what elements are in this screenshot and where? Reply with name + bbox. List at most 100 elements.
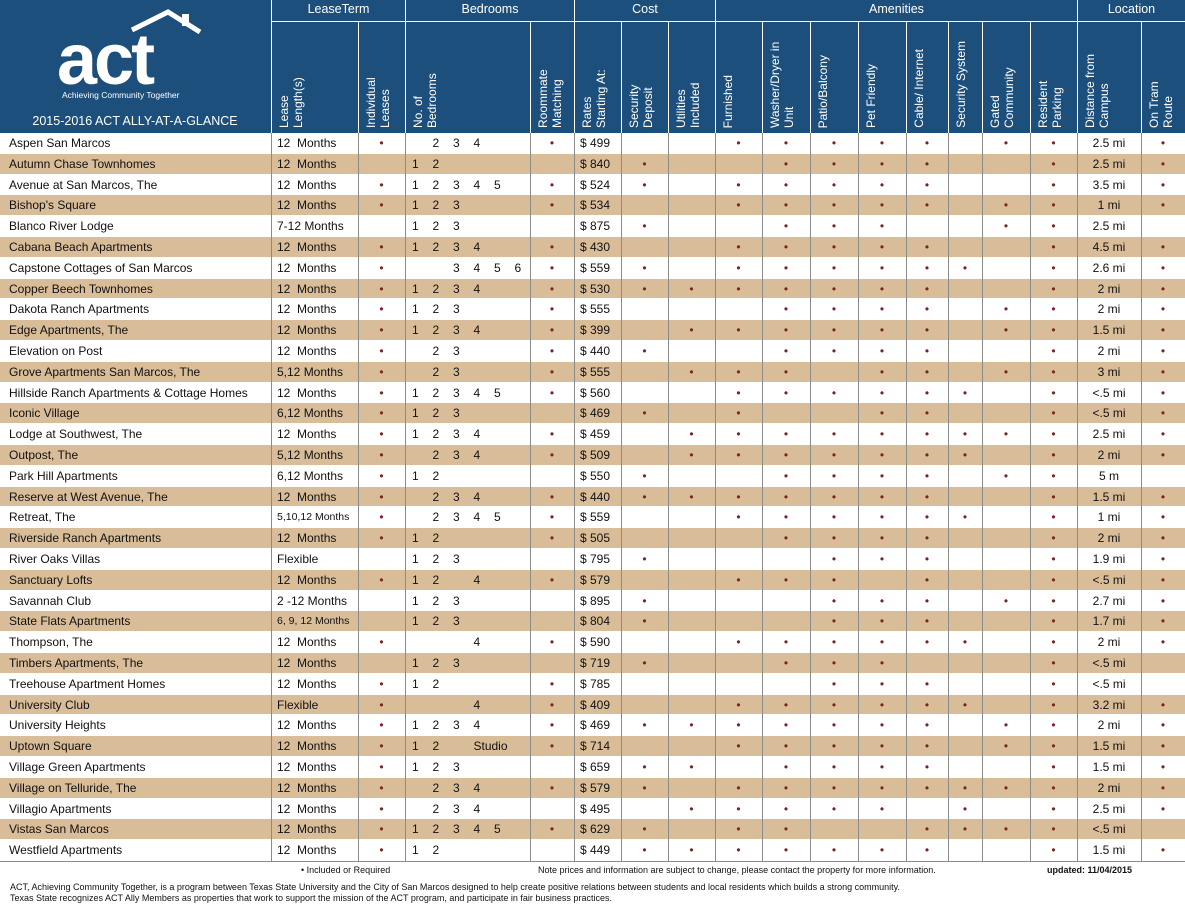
included-dot: • [831,572,837,587]
lease-length: 6,12 Months [277,406,344,421]
column-header: Pet Friendly [858,22,906,133]
column-divider [668,133,669,861]
included-dot: • [379,260,384,275]
included-dot: • [736,510,741,525]
rate: $ 495 [580,801,611,816]
included-dot: • [379,572,384,587]
lease-length: 6,12 Months [277,468,344,483]
rate: $ 560 [580,385,611,400]
property-name: Reserve at West Avenue, The [9,489,168,504]
property-name: Dakota Ranch Apartments [9,302,150,317]
included-dot: • [879,614,885,629]
column-divider [530,133,531,861]
bedroom-count: 2 [432,468,440,483]
lease-length: 12 Months [277,344,337,358]
included-dot: • [379,635,384,650]
bedroom-count: 4 [473,281,481,296]
column-header: Distance from Campus [1077,22,1141,133]
column-divider [621,133,622,861]
included-dot: • [736,822,741,837]
property-name: Avenue at San Marcos, The [9,177,158,192]
included-dot: • [1051,801,1056,816]
column-header-text: Cable/ Internet [912,49,926,128]
column-header: Patio/Balcony [810,22,858,133]
included-dot: • [736,198,741,213]
bedroom-count: 4 [473,136,481,150]
bedroom-count: 4 [473,260,481,275]
included-dot: • [689,364,694,379]
included-dot: • [831,676,837,691]
included-dot: • [783,344,789,358]
included-dot: • [962,635,968,650]
included-dot: • [1051,448,1056,462]
included-dot: • [1160,302,1166,317]
bedroom-count: 4 [473,240,481,254]
bedroom-count: 4 [473,572,481,587]
included-dot: • [1160,406,1166,421]
included-dot: • [831,489,837,504]
included-dot: • [1051,718,1056,733]
included-dot: • [924,240,930,254]
included-dot: • [1160,572,1166,587]
included-dot: • [1160,718,1166,733]
distance: 2 mi [1097,635,1121,650]
included-dot: • [783,364,789,379]
included-dot: • [783,427,789,442]
included-dot: • [1160,385,1166,400]
included-dot: • [549,572,555,587]
bedroom-count: 4 [473,427,481,442]
bedroom-count: 3 [453,406,460,421]
included-dot: • [379,697,384,712]
included-dot: • [879,136,885,150]
property-name: Autumn Chase Townhomes [9,156,156,171]
about-text: ACT, Achieving Community Together, is a … [10,882,900,892]
included-dot: • [1160,552,1166,566]
included-dot: • [1051,489,1056,504]
included-dot: • [1051,510,1056,525]
rate: $ 555 [580,302,611,317]
rate: $ 579 [580,572,611,587]
included-dot: • [879,156,885,171]
included-dot: • [1160,635,1166,650]
distance: 1.9 mi [1092,552,1126,566]
row-band [0,445,1185,466]
rate: $ 409 [580,697,611,712]
lease-length: 12 Months [277,739,337,754]
included-dot: • [689,801,694,816]
included-dot: • [379,302,384,317]
logo-roof [130,9,202,35]
lease-length: 12 Months [277,656,337,670]
included-dot: • [1051,593,1056,608]
bedroom-count: 3 [453,489,460,504]
row-band [0,237,1185,258]
included-dot: • [379,822,384,837]
lease-length: 12 Months [277,635,337,650]
included-dot: • [1051,468,1056,483]
distance: 4.5 mi [1092,240,1126,254]
included-dot: • [924,448,930,462]
included-dot: • [962,427,968,442]
included-dot: • [831,385,837,400]
lease-length: 6, 9, 12 Months [277,615,350,628]
rate: $ 469 [580,406,611,421]
included-dot: • [1051,198,1056,213]
included-dot: • [549,510,555,525]
included-dot: • [736,448,741,462]
column-header-text: Lease Length(s) [277,77,305,128]
lease-length: 12 Months [277,385,337,400]
included-dot: • [549,635,555,650]
row-band [0,341,1185,362]
bedroom-count: 2 [432,198,440,213]
property-name: Timbers Apartments, The [9,656,144,670]
included-dot: • [1160,697,1166,712]
included-dot: • [1003,780,1009,795]
included-dot: • [962,697,968,712]
included-dot: • [879,780,885,795]
property-name: State Flats Apartments [9,614,131,629]
bedroom-count: 1 [412,302,419,317]
included-dot: • [736,177,741,192]
included-dot: • [1160,843,1166,858]
included-dot: • [831,697,837,712]
included-dot: • [1051,406,1056,421]
row-band [0,299,1185,321]
